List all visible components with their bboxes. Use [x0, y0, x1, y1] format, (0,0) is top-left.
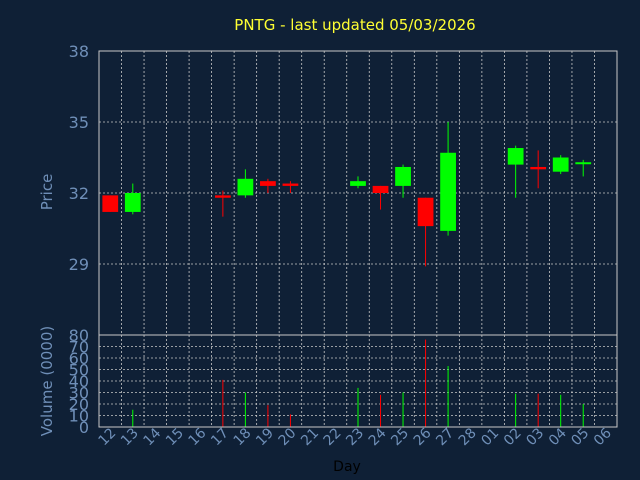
- chart-title: PNTG - last updated 05/03/2026: [234, 16, 475, 34]
- x-tick-label: 23: [343, 425, 367, 449]
- x-tick-label: 02: [501, 425, 525, 449]
- candle-body: [102, 195, 119, 212]
- price-grid: [99, 51, 618, 335]
- x-tick-label: 15: [163, 425, 187, 449]
- candle: [237, 169, 254, 198]
- x-tick-label: 19: [253, 425, 277, 449]
- candle-body: [237, 178, 254, 196]
- candle: [260, 178, 276, 193]
- candle-body: [395, 166, 411, 186]
- candle-body: [530, 166, 547, 170]
- candle: [440, 122, 456, 236]
- volume-frame: [98, 334, 618, 428]
- x-tick-label: 12: [95, 425, 119, 449]
- price-tick-label: 38: [69, 42, 89, 61]
- price-tick-label: 35: [69, 113, 89, 132]
- candle: [395, 164, 411, 198]
- candle-body: [214, 195, 231, 198]
- candle-body: [372, 185, 389, 193]
- x-tick-label: 17: [208, 425, 232, 449]
- candle: [372, 185, 389, 210]
- candle: [102, 195, 119, 212]
- candle: [124, 183, 141, 215]
- x-tick-label: 14: [141, 425, 165, 449]
- x-tick-label: 13: [118, 425, 142, 449]
- candle-body: [507, 148, 524, 165]
- volume-axis-label: Volume (0000): [38, 326, 56, 436]
- candle: [282, 181, 299, 193]
- candle-body: [552, 157, 569, 172]
- x-tick-labels: 1213141516171819202122232425262728010203…: [95, 425, 614, 449]
- x-tick-label: 18: [231, 425, 255, 449]
- candle-body: [124, 193, 141, 212]
- x-tick-label: 24: [366, 425, 390, 449]
- candles: [102, 122, 592, 267]
- x-tick-label: 22: [321, 425, 345, 449]
- volume-bars: [132, 339, 584, 427]
- x-tick-label: 01: [478, 425, 502, 449]
- x-tick-label: 28: [456, 425, 480, 449]
- plot-frames: [98, 50, 618, 428]
- candle-body: [440, 152, 456, 231]
- x-tick-label: 20: [276, 425, 300, 449]
- x-tick-label: 16: [186, 425, 210, 449]
- candle: [575, 159, 592, 177]
- candle-body: [417, 197, 434, 227]
- candle-body: [282, 183, 299, 186]
- candle: [350, 176, 366, 189]
- candle: [214, 190, 231, 217]
- price-tick-label: 29: [69, 255, 89, 274]
- volume-tick-label: 20: [69, 395, 89, 414]
- x-tick-label: 05: [568, 425, 592, 449]
- volume-tick-label: 70: [69, 338, 89, 357]
- volume-tick-label: 60: [69, 349, 89, 368]
- x-tick-label: 27: [433, 425, 457, 449]
- x-axis-label: Day: [333, 459, 361, 475]
- x-tick-label: 26: [411, 425, 435, 449]
- x-tick-label: 04: [546, 425, 570, 449]
- price-tick-label: 32: [69, 184, 89, 203]
- candle: [530, 150, 547, 189]
- candle: [507, 145, 524, 198]
- volume-tick-label: 80: [69, 326, 89, 345]
- volume-tick-label: 0: [79, 418, 89, 437]
- candle-body: [575, 162, 592, 165]
- x-tick-label: 25: [388, 425, 412, 449]
- candle-body: [350, 181, 366, 186]
- volume-tick-label: 50: [69, 361, 89, 380]
- x-tick-label: 06: [591, 425, 615, 449]
- volume-tick-label: 30: [69, 384, 89, 403]
- price-tick-labels: 29 32 35 38: [69, 42, 89, 274]
- volume-tick-label: 40: [69, 372, 89, 391]
- candle: [552, 155, 569, 175]
- candle-body: [260, 181, 276, 186]
- x-tick-label: 03: [523, 425, 547, 449]
- volume-tick-label: 10: [69, 407, 89, 426]
- x-tick-label: 21: [298, 425, 322, 449]
- candle: [417, 197, 434, 267]
- price-axis-label: Price: [38, 174, 56, 211]
